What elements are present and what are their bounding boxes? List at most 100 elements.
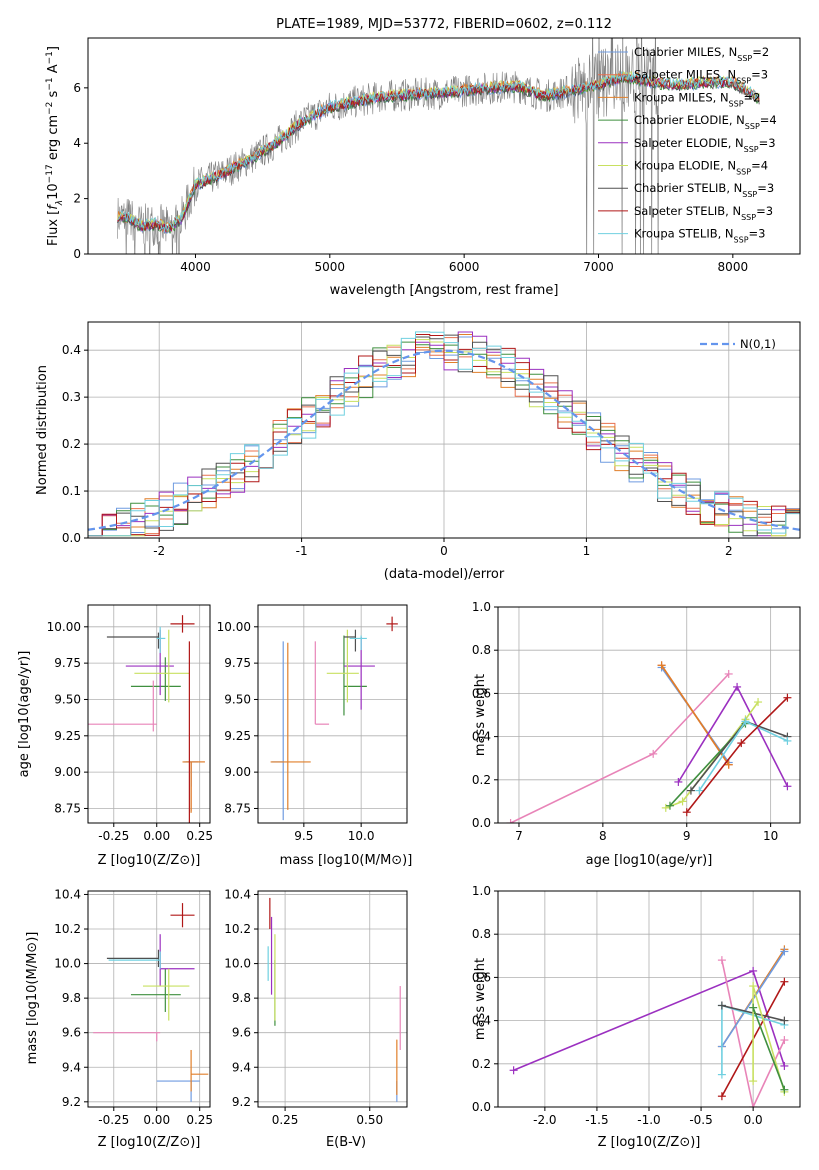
gaussian-reference [88,349,800,531]
y-axis-label: mass weight [473,958,488,1040]
x-axis-label: Z [log10(Z/Z⊙)] [598,1135,701,1150]
y-tick-label: 0.2 [472,773,491,787]
y-tick-label: 2 [73,192,81,206]
histogram-steps [88,334,800,537]
x-tick-label: 1 [583,544,591,558]
y-axis-label-part: −1 [45,77,55,90]
y-tick-label: 9.2 [62,1095,81,1109]
axes-frame [87,890,211,1108]
legend-label: Kroupa ELODIE, NSSP=4 [634,159,768,177]
x-tick-label: -2.0 [533,1113,556,1127]
legend-label: Chabrier MILES, NSSP=2 [634,45,769,63]
legend-label-part: Salpeter STELIB, N [634,204,741,218]
y-axis-label-part: ] [46,46,61,51]
age-vs-Z-plot [88,615,205,823]
x-tick-label: 7 [515,829,523,843]
y-tick-label: 0.6 [472,970,491,984]
axes-frame [87,604,211,824]
y-axis-label-part: f [46,203,61,210]
y-tick-label: 0.2 [472,1057,491,1071]
x-tick-label: 9.5 [294,829,313,843]
y-tick-label: 10.4 [54,887,81,901]
y-tick-label: 9.25 [54,729,81,743]
legend-label-part: Salpeter ELODIE, N [634,136,744,150]
y-axis-label-part: −1 [45,51,55,64]
axes-frame [257,604,408,824]
x-axis-label: mass [log10(M/M⊙)] [280,853,413,868]
x-tick-label: -2 [153,544,165,558]
legend-label-part: Chabrier STELIB, N [634,181,742,195]
y-tick-label: 9.4 [62,1060,81,1074]
y-axis-label-part: Flux [ [46,210,61,246]
legend-label-part: SSP [729,99,744,108]
x-axis-label: age [log10(age/yr)] [586,853,713,868]
age-vs-mass-frame: 9.5 10.0 8.75 9.00 9.25 9.50 9.75 10.00 [217,604,408,843]
legend-label: Chabrier STELIB, NSSP=3 [634,181,774,199]
hist-plot [88,331,800,537]
y-tick-label: 0.0 [472,1100,491,1114]
legend-label: Salpeter MILES, NSSP=3 [634,68,768,86]
legend-label: Kroupa STELIB, NSSP=3 [634,227,765,245]
y-tick-label: 1.0 [472,884,491,898]
y-tick-label: 4 [73,136,81,150]
legend-label-part: SSP [737,54,752,63]
mass-vs-Z-axes [88,891,210,1107]
weight-vs-Z-axes [498,890,800,1108]
x-tick-label: 0.0 [744,1113,763,1127]
legend-label-part: Chabrier ELODIE, N [634,113,745,127]
model-spectrum [117,71,760,232]
weight-vs-age-plot [506,661,792,823]
x-tick-label: 0.00 [143,829,170,843]
x-tick-label: 6000 [449,260,480,274]
spectrum-plot [117,38,760,254]
y-tick-label: 0.0 [62,531,81,545]
x-tick-label: 10.0 [348,829,375,843]
chart-title: PLATE=1989, MJD=53772, FIBERID=0602, z=0… [276,17,612,32]
weight-vs-Z-frame: -2.0 -1.5 -1.0 -0.5 0.0 0.0 0.2 0.4 0.6 0.8 1.0 [472,884,801,1127]
legend-label-part: =3 [749,227,766,241]
x-tick-label: 8 [599,829,607,843]
x-tick-label: 0 [440,544,448,558]
mass-vs-ebv-axes [258,891,407,1107]
y-tick-label: 0.3 [62,390,81,404]
legend-label: Salpeter STELIB, NSSP=3 [634,204,773,222]
legend-label-part: Salpeter MILES, N [634,68,736,82]
legend-label: Chabrier ELODIE, NSSP=4 [634,113,777,131]
y-tick-label: 0.2 [62,437,81,451]
y-tick-label: 9.4 [232,1060,251,1074]
legend-label-part: =4 [751,159,768,173]
legend-label-part: =3 [756,204,773,218]
legend-label-part: Kroupa MILES, N [634,90,729,104]
y-tick-label: 10.4 [224,887,251,901]
model-spectrum [117,74,760,232]
weight-series-line [752,1007,786,1090]
y-tick-label: 0 [73,247,81,261]
legend-label-part: =2 [744,90,761,104]
weight-vs-age-axes [498,606,800,824]
axes-frame [87,37,801,255]
x-tick-label: -0.25 [98,1113,129,1127]
y-axis-label: mass weight [473,674,488,756]
histogram-steps [88,331,800,537]
x-tick-label: 0.50 [356,1113,383,1127]
y-tick-label: 9.8 [62,991,81,1005]
mass-vs-ebv-plot [267,897,401,1102]
y-axis-label-part: 10 [46,183,61,200]
x-tick-label: 5000 [315,260,346,274]
x-axis-label: Z [log10(Z/Z⊙)] [98,853,201,868]
x-tick-label: 10 [763,829,778,843]
y-axis-label-part: λ [55,200,65,206]
legend-label: Salpeter ELODIE, NSSP=3 [634,136,776,154]
x-tick-label: 0.00 [143,1113,170,1127]
x-tick-label: 0.25 [272,1113,299,1127]
y-tick-label: 0.1 [62,484,81,498]
y-tick-label: 0.0 [472,816,491,830]
y-tick-label: 9.75 [224,656,251,670]
age-vs-Z-frame: -0.25 0.00 0.25 8.75 9.00 9.25 9.50 9.75 10.00 [47,604,213,843]
age-vs-mass-plot [270,616,398,821]
y-tick-label: 0.4 [62,343,81,357]
y-axis-label: mass [log10(M/M⊙)] [25,932,40,1065]
x-tick-label: -1 [296,544,308,558]
